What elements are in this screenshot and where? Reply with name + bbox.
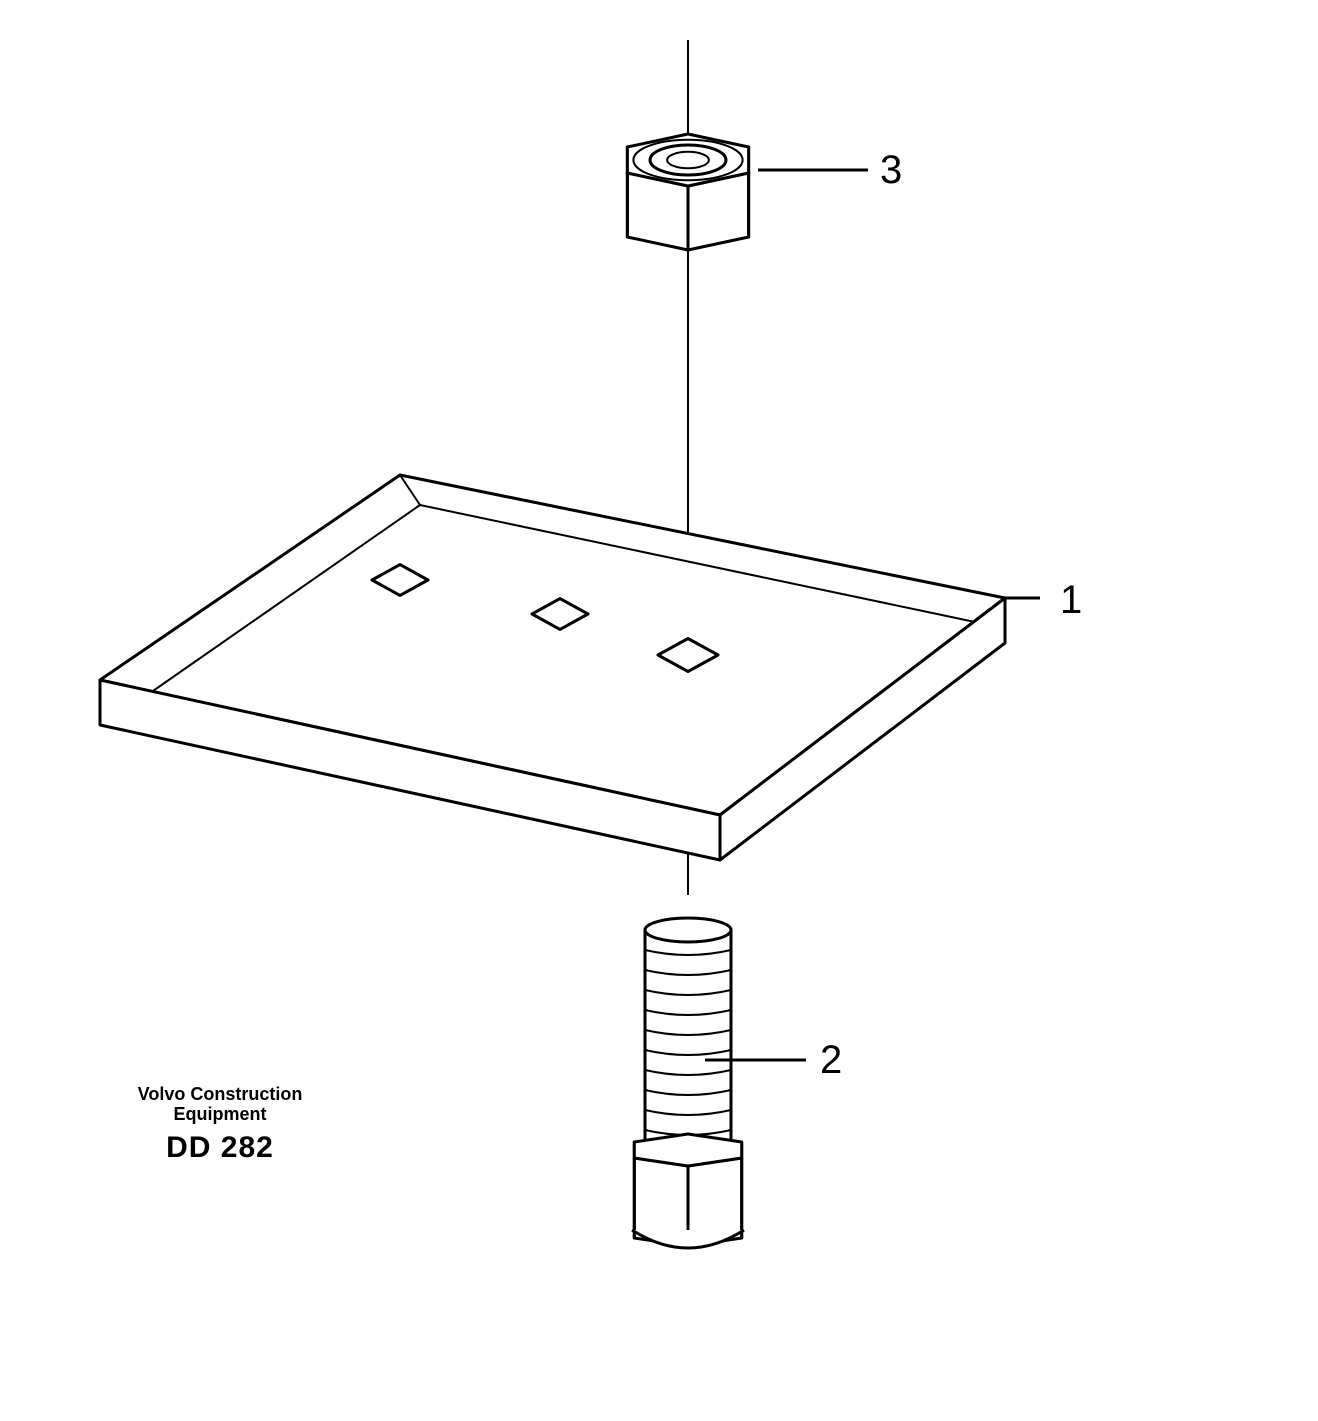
drawing-code: DD 282 [100,1131,340,1164]
brand-line2: Equipment [174,1104,267,1124]
brand-line1: Volvo Construction [138,1084,303,1104]
diagram-svg [0,0,1318,1421]
diagram-canvas: 1 2 3 Volvo Construction Equipment DD 28… [0,0,1318,1421]
callout-label-2: 2 [820,1038,842,1083]
callout-label-3: 3 [880,148,902,193]
footer-brand: Volvo Construction Equipment DD 282 [100,1085,340,1164]
callout-label-1: 1 [1060,578,1082,623]
